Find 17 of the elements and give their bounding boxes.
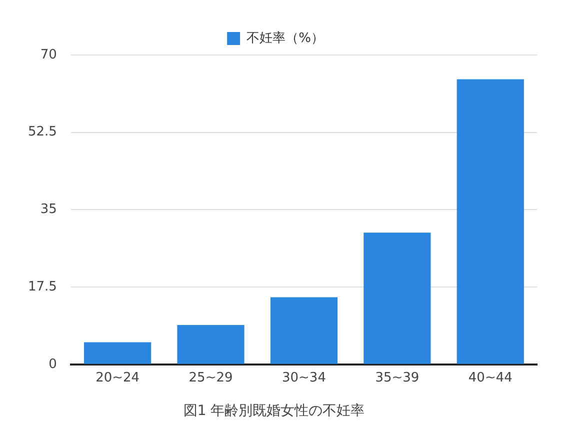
- y-tick-label: 17.5: [28, 279, 57, 294]
- y-tick-label: 35: [40, 202, 57, 218]
- caption: 図1 年齢別既婚女性の不妊率: [183, 402, 365, 420]
- y-tick-label: 70: [40, 47, 57, 62]
- x-tick-label: 25~29: [188, 370, 233, 386]
- x-tick-label: 20~24: [96, 370, 140, 386]
- bar: [84, 342, 152, 364]
- y-tick-label: 52.5: [28, 124, 57, 140]
- legend-label: 不妊率（%）: [246, 30, 324, 46]
- bar: [364, 232, 431, 364]
- bar: [456, 79, 524, 364]
- bar: [270, 297, 338, 364]
- x-tick-label: 35~39: [375, 370, 420, 386]
- y-tick-label: 0: [48, 356, 57, 372]
- x-tick-label: 30~34: [282, 370, 326, 386]
- bar: [177, 325, 244, 364]
- x-tick-label: 40~44: [468, 370, 512, 386]
